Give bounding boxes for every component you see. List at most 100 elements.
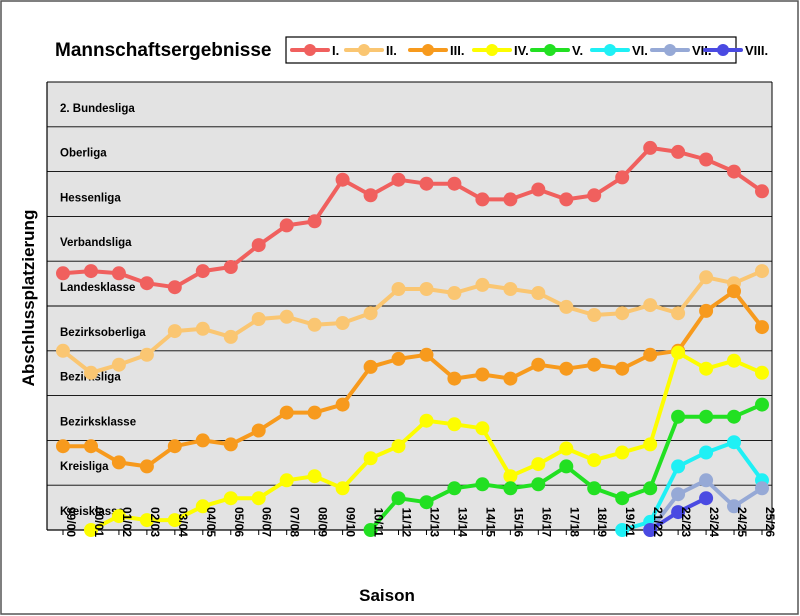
data-point [279,405,294,420]
x-tick-label: 11/12 [400,508,414,538]
data-point [419,347,434,362]
league-label: Landesklasse [60,282,135,294]
data-point [251,491,266,506]
x-axis-title: Saison [359,586,415,605]
data-point [475,477,490,492]
legend-swatch-marker [717,44,729,56]
data-point [279,309,294,324]
legend-label: III. [450,43,464,58]
data-point [643,140,658,155]
data-point [363,188,378,203]
x-tick-label: 18/19 [595,507,609,537]
data-point [363,359,378,374]
legend-swatch-marker [358,44,370,56]
x-tick-label: 12/13 [427,507,441,537]
data-point [755,264,769,279]
data-point [307,317,322,332]
data-point [111,266,126,281]
legend-item-VII: VII. [650,43,712,58]
data-point [56,266,70,281]
data-point [587,188,602,203]
data-point [391,351,406,366]
data-point [699,445,714,460]
legend-item-II: II. [344,43,397,58]
data-point [671,505,686,520]
data-point [727,284,741,299]
league-label: Bezirksklasse [60,416,136,428]
data-point [755,365,769,380]
x-tick-label: 09/10 [344,507,358,537]
legend-item-III: III. [408,43,464,58]
x-tick-label: 24/25 [735,507,749,537]
legend-label: VI. [632,43,648,58]
league-label: Hessenliga [60,192,121,204]
data-point [531,457,546,472]
data-point [419,495,434,510]
y-axis-title: Abschlussplatzierung [19,210,38,387]
data-point [699,491,714,506]
series-III [56,284,769,474]
data-point [363,451,378,466]
data-point [223,329,238,344]
x-tick-label: 08/09 [316,507,330,537]
league-label: Bezirksoberliga [60,327,146,339]
data-point [727,409,741,424]
x-tick-label: 00/01 [92,507,106,537]
x-tick-label: 15/16 [511,507,525,537]
data-point [643,523,658,537]
data-point [139,276,154,291]
data-point [111,455,126,470]
data-point [587,481,602,496]
data-point [251,238,266,253]
data-point [335,481,350,496]
data-point [699,152,714,167]
data-point [84,365,98,380]
data-point [475,367,490,382]
data-point [475,192,490,207]
data-point [84,264,98,279]
data-point [615,491,630,506]
series-IV [84,345,769,537]
legend-item-VIII: VIII. [703,43,768,58]
legend-label: V. [572,43,583,58]
x-tick-label: 03/04 [176,507,190,537]
data-point [671,306,686,321]
data-point [279,473,294,488]
data-point [251,312,266,326]
league-label: Verbandsliga [60,237,132,249]
data-point [335,316,350,330]
data-point [755,481,769,496]
data-point [615,306,630,321]
legend-label: II. [386,43,397,58]
data-point [643,298,658,313]
legend-swatch-marker [486,44,498,56]
data-point [727,499,741,514]
x-tick-label: 10/11 [372,508,386,538]
data-point [363,306,378,321]
legend-swatch-marker [604,44,616,56]
data-point [615,445,630,460]
data-point [643,437,658,452]
x-tick-label: 05/06 [232,507,246,537]
data-point [56,439,70,454]
x-tick-label: 16/17 [539,507,553,537]
data-point [755,184,769,199]
data-point [195,499,210,514]
data-point [531,477,546,492]
data-point [279,218,294,233]
legend-swatch-marker [304,44,316,56]
data-point [615,361,630,376]
data-point [503,469,518,484]
league-labels: Kreisklasse Kreisliga Bezirksklasse Bezirks… [60,103,146,518]
data-point [335,397,350,412]
data-point [84,523,98,537]
data-point [531,182,546,197]
legend-item-I: I. [290,43,339,58]
data-point [447,417,462,432]
data-point [727,435,741,450]
data-point [559,441,574,456]
data-point [671,144,686,159]
data-point [475,277,490,292]
x-tick-label: 01/02 [120,507,134,537]
